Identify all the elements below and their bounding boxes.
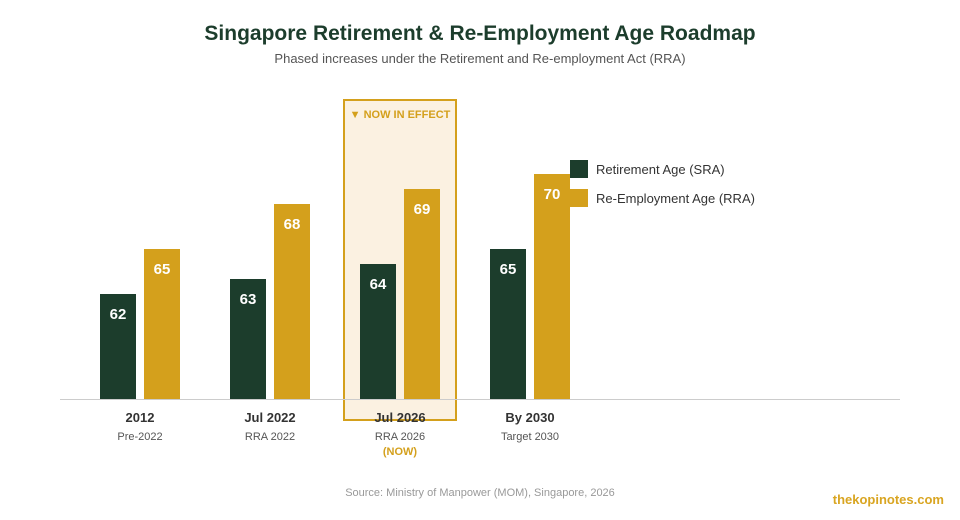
now-note: (NOW) <box>383 446 418 458</box>
source-note: Source: Ministry of Manpower (MOM), Sing… <box>345 487 615 499</box>
bar-rra-2 <box>404 189 440 399</box>
x-sublabel-1: RRA 2022 <box>245 431 295 443</box>
legend-swatch-1 <box>570 189 588 207</box>
data-label-rra-0: 65 <box>154 261 171 278</box>
data-label-rra-2: 69 <box>414 201 431 218</box>
legend-label-0: Retirement Age (SRA) <box>596 162 725 177</box>
data-label-rra-1: 68 <box>284 216 301 233</box>
legend: Retirement Age (SRA) Re-Employment Age (R… <box>570 160 755 207</box>
x-tick-label-0: 2012 <box>126 410 155 425</box>
x-sublabel-3: Target 2030 <box>501 431 559 443</box>
chart-subtitle: Phased increases under the Retirement an… <box>274 51 686 66</box>
bar-sra-3 <box>490 249 526 399</box>
bar-rra-1 <box>274 204 310 399</box>
data-label-sra-2: 64 <box>370 276 387 293</box>
data-label-sra-3: 65 <box>500 261 517 278</box>
bar-sra-0 <box>100 294 136 399</box>
data-label-sra-0: 62 <box>110 306 127 323</box>
x-sublabel-2: RRA 2026 <box>375 431 425 443</box>
data-label-rra-3: 70 <box>544 186 561 203</box>
legend-swatch-0 <box>570 160 588 178</box>
x-tick-label-3: By 2030 <box>505 410 554 425</box>
bar-sra-1 <box>230 279 266 399</box>
data-label-sra-1: 63 <box>240 291 257 308</box>
bar-sra-2 <box>360 264 396 399</box>
legend-label-1: Re-Employment Age (RRA) <box>596 191 755 206</box>
bar-rra-3 <box>534 174 570 399</box>
chart-title: Singapore Retirement & Re-Employment Age… <box>204 22 756 45</box>
highlight-label: ▼ NOW IN EFFECT <box>350 109 451 121</box>
bar-rra-0 <box>144 249 180 399</box>
brand-watermark: thekopinotes.com <box>832 492 944 507</box>
x-tick-label-1: Jul 2022 <box>244 410 295 425</box>
x-sublabel-0: Pre-2022 <box>117 431 162 443</box>
x-tick-label-2: Jul 2026 <box>374 410 425 425</box>
